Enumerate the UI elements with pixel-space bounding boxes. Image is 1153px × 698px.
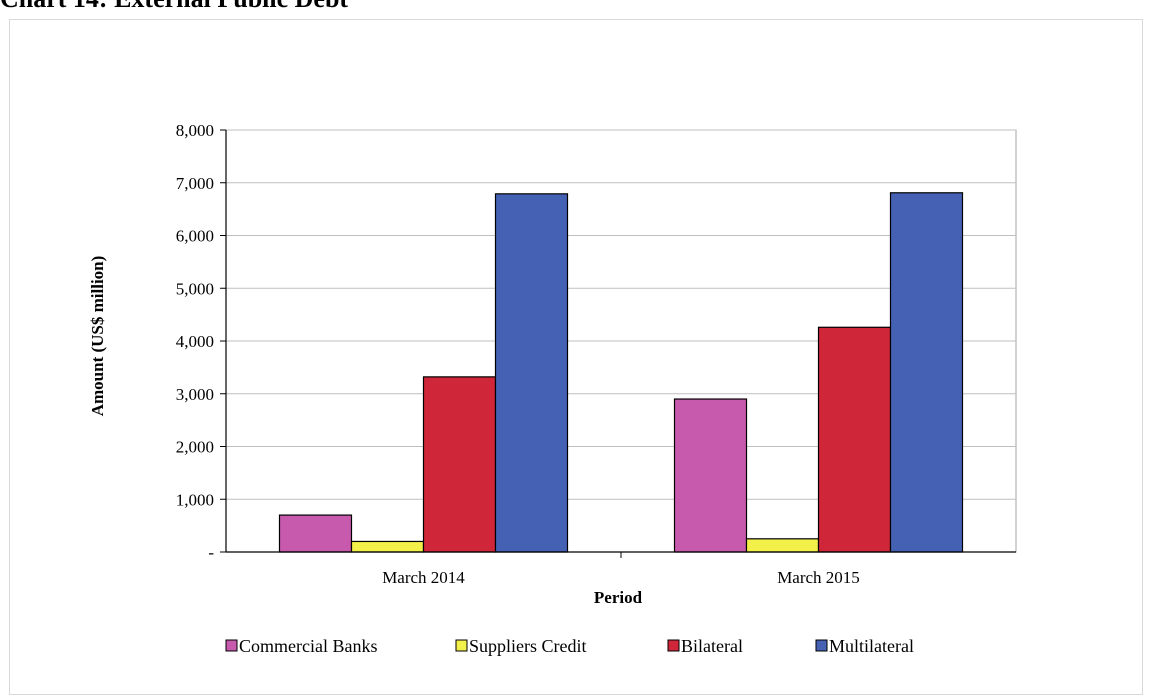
y-tick-label: 4,000 (176, 332, 214, 351)
legend-label: Suppliers Credit (469, 636, 587, 656)
y-tick-label: 5,000 (176, 279, 214, 298)
bar (817, 326, 892, 553)
x-tick-label: March 2014 (382, 568, 465, 587)
y-axis-title: Amount (US$ million) (88, 256, 107, 417)
y-tick-label: 2,000 (176, 438, 214, 457)
chart-title: Chart 14: External Public Debt (0, 0, 348, 14)
bar (889, 192, 964, 553)
x-tick-label: March 2015 (777, 568, 860, 587)
bar (278, 514, 353, 553)
legend-swatch (667, 639, 680, 652)
bar (673, 398, 748, 553)
y-tick-label: - (208, 543, 214, 562)
y-tick-label: 1,000 (176, 490, 214, 509)
bar (422, 376, 497, 553)
y-tick-label: 6,000 (176, 227, 214, 246)
bars (278, 192, 964, 553)
axes (220, 129, 1016, 558)
bar (350, 540, 425, 553)
legend-label: Bilateral (681, 636, 743, 656)
x-axis-title: Period (594, 588, 643, 607)
legend: Commercial Banks Suppliers Credit Bilatera… (225, 636, 914, 656)
y-tick-label: 8,000 (176, 121, 214, 140)
legend-swatch (455, 639, 468, 652)
y-tick-label: 7,000 (176, 174, 214, 193)
legend-swatch (225, 639, 238, 652)
bar (494, 193, 569, 553)
legend-label: Multilateral (829, 636, 914, 656)
y-tick-label: 3,000 (176, 385, 214, 404)
legend-label: Commercial Banks (239, 636, 377, 656)
tick-labels: - 1,000 2,000 3,000 4,000 5,000 6,000 7,000 8,00… (176, 121, 860, 587)
bar (745, 538, 820, 553)
legend-swatch (815, 639, 828, 652)
chart-area (9, 19, 1143, 695)
